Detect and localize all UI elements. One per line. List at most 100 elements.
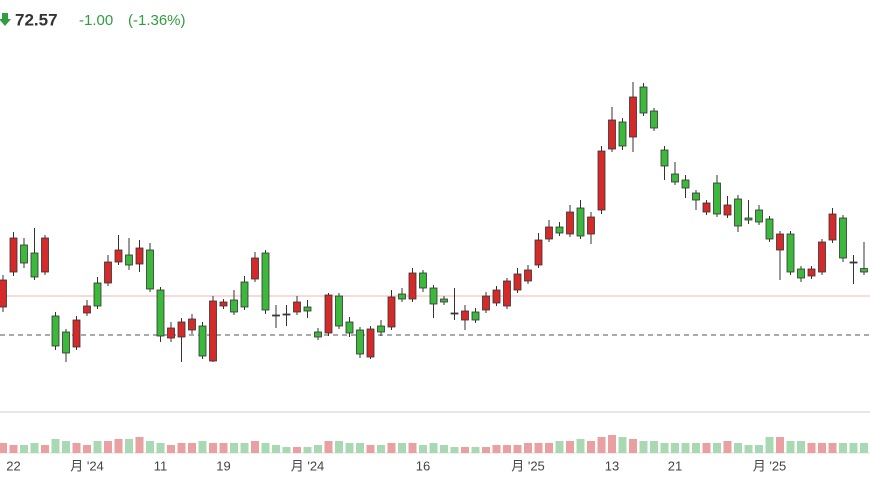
volume-bar: [513, 445, 522, 453]
volume-bar: [807, 443, 816, 453]
volume-bar: [30, 443, 39, 453]
candle-body: [0, 279, 7, 308]
volume-bar: [146, 441, 154, 453]
candle-body: [440, 298, 448, 303]
candle-body: [219, 301, 228, 307]
candle-body: [387, 296, 396, 328]
volume-bar: [629, 439, 637, 453]
volume-bar: [272, 445, 280, 453]
candle-body: [230, 299, 238, 313]
volume-bar: [240, 443, 249, 453]
volume-bar: [839, 443, 847, 453]
volume-bar: [293, 447, 301, 453]
volume-bar: [177, 443, 186, 453]
candle-body: [93, 282, 102, 307]
candle-body: [450, 312, 459, 315]
candle-body: [9, 237, 18, 273]
volume-bar: [734, 443, 742, 453]
volume-bar: [230, 443, 238, 453]
volume-bar: [461, 447, 469, 453]
candle-body: [849, 261, 858, 264]
volume-bar: [797, 441, 805, 453]
candle-body: [818, 241, 826, 273]
volume-bar: [524, 443, 532, 453]
volume-bar: [209, 443, 217, 453]
candle-body: [597, 150, 606, 211]
volume-bar: [576, 439, 585, 453]
volume-bar: [219, 443, 228, 453]
candle-body: [324, 294, 333, 334]
candle-body: [461, 310, 469, 321]
candle-body: [419, 272, 427, 289]
candle-body: [860, 268, 868, 273]
candle-body: [177, 321, 186, 338]
volume-bar: [545, 443, 553, 453]
change-percent: (-1.36%): [128, 12, 186, 29]
candle-body: [303, 306, 312, 312]
candle-body: [471, 311, 480, 321]
candle-body: [608, 119, 616, 150]
volume-bar: [41, 445, 49, 453]
candle-body: [356, 329, 364, 355]
candle-body: [377, 325, 385, 333]
volume-bar: [482, 447, 490, 453]
candle-body: [335, 295, 343, 327]
volume-bar: [587, 441, 595, 453]
candle-body: [702, 202, 711, 213]
candle-body: [660, 149, 669, 167]
x-tick-label: 22: [6, 458, 20, 473]
candle-body: [786, 233, 795, 273]
volume-bar: [335, 441, 343, 453]
volume-bar: [660, 443, 669, 453]
volume-bar: [566, 441, 574, 453]
volume-bar: [72, 443, 81, 453]
down-arrow: [0, 13, 11, 26]
volume-bar: [104, 441, 112, 453]
volume-bar: [755, 445, 763, 453]
volume-bar: [828, 443, 837, 453]
price: 72.57: [15, 10, 58, 29]
volume-bar: [765, 437, 774, 453]
candle-body: [744, 217, 753, 221]
volume-bar: [786, 441, 795, 453]
volume-bar: [83, 445, 91, 453]
x-tick-label: 16: [416, 458, 430, 473]
volume-bar: [303, 447, 312, 453]
candle-body: [30, 252, 39, 278]
volume-bar: [114, 439, 123, 453]
candle-body: [755, 209, 763, 223]
volume-bar: [93, 441, 102, 453]
candle-body: [566, 211, 574, 235]
volume-bar: [681, 443, 690, 453]
volume-bar: [713, 443, 721, 453]
candle-body: [314, 331, 322, 338]
volume-bar: [503, 445, 511, 453]
candle-body: [104, 261, 112, 284]
x-tick-label: 月 '24: [70, 458, 104, 473]
candle-body: [765, 218, 774, 240]
volume-bar: [860, 443, 868, 453]
volume-bar: [671, 443, 679, 453]
volume-bar: [702, 443, 711, 453]
volume-bar: [723, 441, 732, 453]
volume-bar: [251, 441, 259, 453]
candle-body: [692, 192, 700, 201]
volume-bar: [849, 443, 858, 453]
volume-bar: [261, 443, 270, 453]
candle-body: [398, 293, 406, 300]
candle-body: [629, 96, 637, 138]
volume-bar: [618, 437, 627, 453]
candle-body: [261, 252, 270, 311]
volume-bar: [324, 441, 333, 453]
volume-bar: [51, 439, 60, 453]
candle-body: [251, 257, 259, 280]
volume-bar: [429, 443, 438, 453]
candle-body: [671, 173, 679, 183]
x-tick-label: 月 '25: [511, 458, 545, 473]
candle-body: [408, 272, 417, 300]
candle-body: [72, 319, 81, 348]
volume-bar: [692, 443, 700, 453]
volume-bar: [639, 441, 648, 453]
candle-body: [366, 328, 375, 358]
volume-bar: [450, 447, 459, 453]
